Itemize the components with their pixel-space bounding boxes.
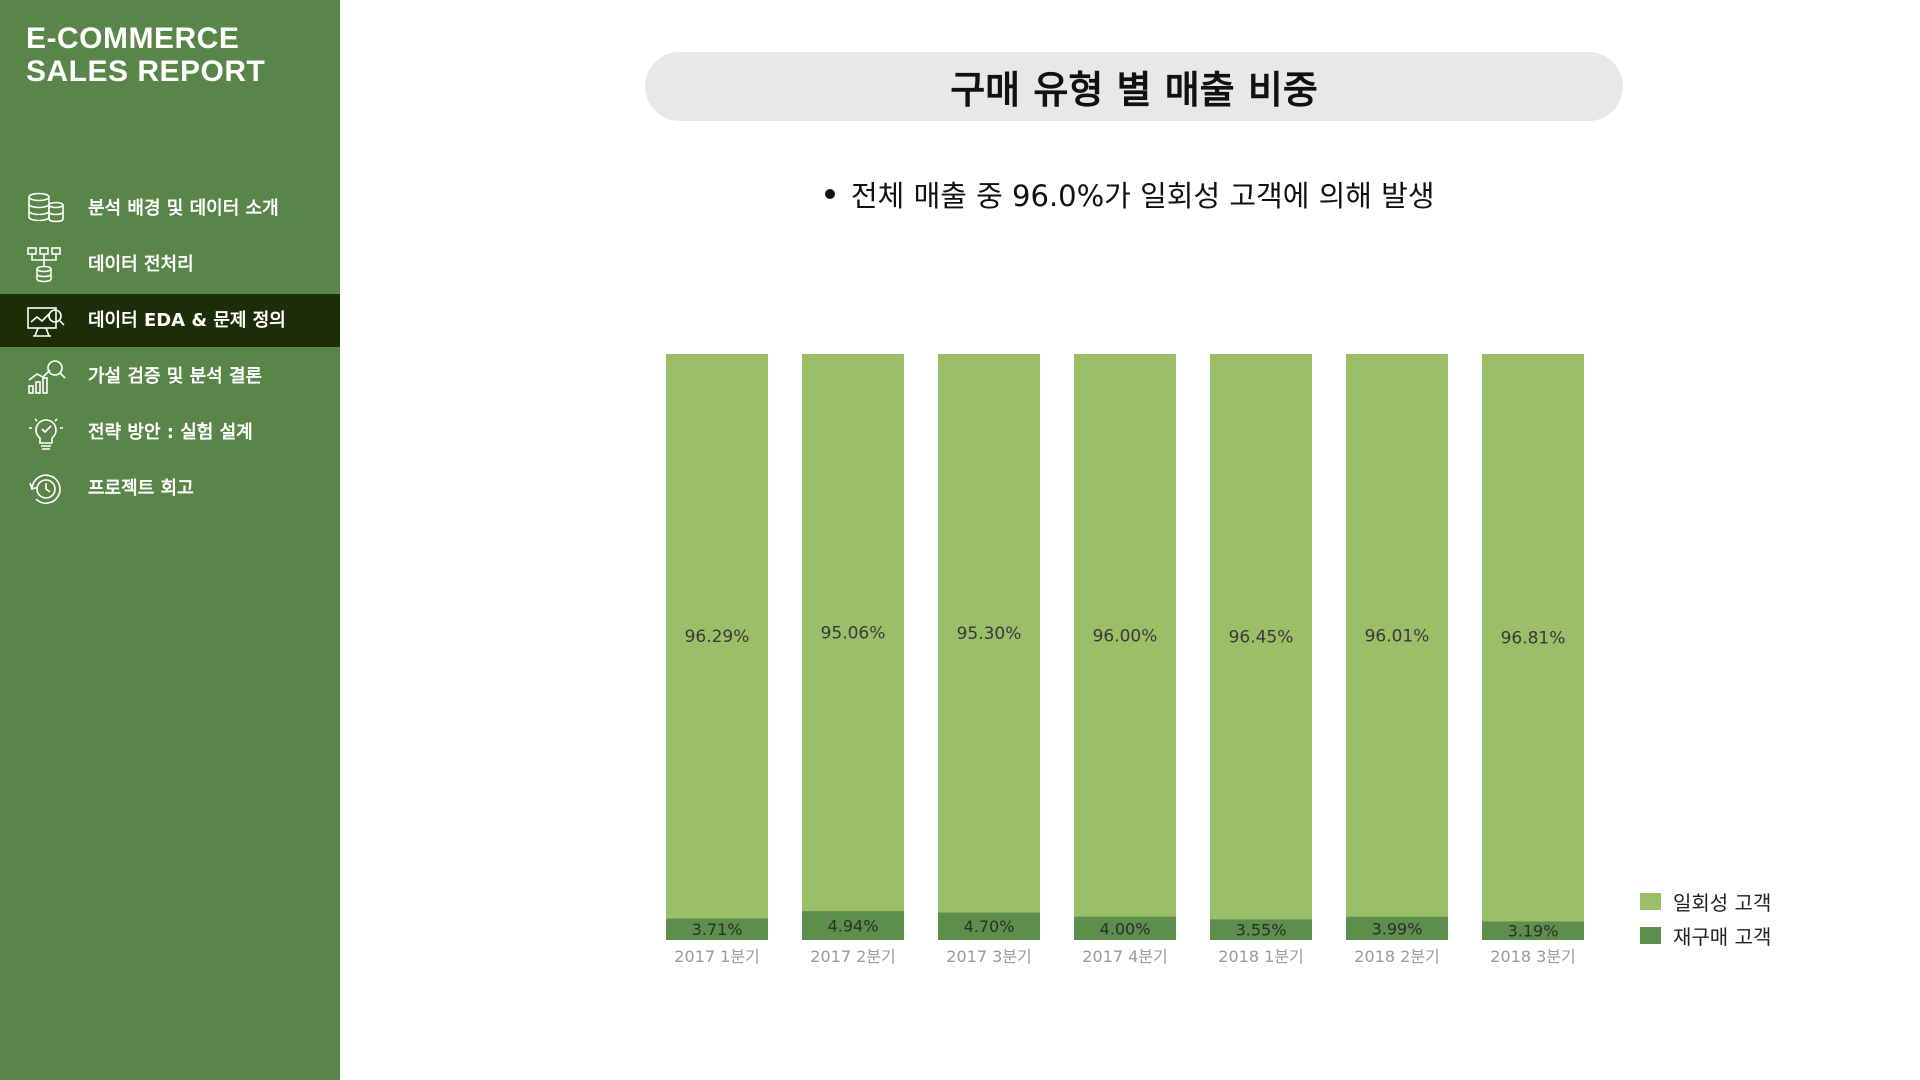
data-label-repeat: 3.99% [1372, 919, 1423, 938]
legend-item-one-time: 일회성 고객 [1640, 884, 1771, 918]
sidebar-item-retrospective[interactable]: 프로젝트 회고 [0, 462, 340, 515]
data-label-one-time: 96.81% [1501, 629, 1566, 649]
summary-bullet: 전체 매출 중 96.0%가 일회성 고객에 의해 발생 [825, 172, 1435, 216]
analytics-monitor-icon [26, 302, 66, 340]
legend-swatch-one-time [1640, 892, 1661, 910]
data-label-repeat: 3.55% [1236, 921, 1287, 940]
sidebar: E-COMMERCE SALES REPORT 분석 배경 및 데이터 소개 [0, 0, 340, 1080]
sidebar-item-strategy[interactable]: 전략 방안 : 실험 설계 [0, 406, 340, 459]
data-label-one-time: 96.01% [1365, 626, 1430, 646]
sidebar-item-background[interactable]: 분석 배경 및 데이터 소개 [0, 182, 340, 235]
bar-repeat [1210, 919, 1312, 940]
legend-item-repeat: 재구매 고객 [1640, 918, 1771, 952]
sidebar-item-label: 분석 배경 및 데이터 소개 [88, 198, 279, 219]
bar-repeat [1346, 916, 1448, 940]
legend-label: 재구매 고객 [1673, 924, 1772, 949]
data-label-one-time: 95.30% [957, 624, 1022, 644]
data-label-repeat: 3.71% [692, 920, 743, 939]
sidebar-nav: 분석 배경 및 데이터 소개 데이터 전처리 [0, 182, 340, 518]
bar-repeat [1074, 916, 1176, 940]
sidebar-item-label: 가설 검증 및 분석 결론 [88, 366, 263, 387]
data-merge-icon [26, 246, 66, 284]
database-stack-icon [26, 190, 66, 228]
bullet-dot [825, 189, 835, 199]
clock-cycle-icon [26, 470, 66, 508]
x-tick-label: 2018 1분기 [1218, 947, 1303, 966]
sidebar-item-eda[interactable]: 데이터 EDA & 문제 정의 [0, 294, 340, 347]
bar-repeat [666, 918, 768, 940]
data-label-one-time: 95.06% [821, 624, 886, 644]
bar-repeat [802, 911, 904, 940]
sidebar-item-preprocessing[interactable]: 데이터 전처리 [0, 238, 340, 291]
x-tick-label: 2017 4분기 [1082, 947, 1167, 966]
bar-one-time [938, 354, 1040, 913]
bar-repeat [938, 912, 1040, 940]
title-banner: 구매 유형 별 매출 비중 [645, 52, 1623, 121]
summary-text: 전체 매출 중 96.0%가 일회성 고객에 의해 발생 [851, 179, 1435, 213]
data-label-one-time: 96.00% [1093, 626, 1158, 646]
legend-label: 일회성 고객 [1673, 890, 1772, 915]
sidebar-item-label: 전략 방안 : 실험 설계 [88, 422, 253, 443]
sidebar-item-label: 데이터 전처리 [88, 254, 194, 275]
chart-search-icon [26, 358, 66, 396]
lightbulb-check-icon [26, 414, 66, 452]
x-tick-label: 2017 3분기 [946, 947, 1031, 966]
bar-one-time [1482, 354, 1584, 922]
sidebar-item-label: 프로젝트 회고 [88, 478, 194, 499]
data-label-one-time: 96.29% [685, 627, 750, 647]
legend-swatch-repeat [1640, 926, 1661, 944]
bar-one-time [802, 354, 904, 912]
data-label-repeat: 4.94% [828, 917, 879, 936]
x-tick-label: 2018 3분기 [1490, 947, 1575, 966]
data-label-repeat: 3.19% [1508, 922, 1559, 941]
sidebar-item-label: 데이터 EDA & 문제 정의 [88, 310, 286, 331]
sidebar-item-hypothesis[interactable]: 가설 검증 및 분석 결론 [0, 350, 340, 403]
x-tick-label: 2017 2분기 [810, 947, 895, 966]
brand-line-1: E-COMMERCE [26, 22, 240, 55]
bar-one-time [1074, 354, 1176, 917]
bar-one-time [1346, 354, 1448, 917]
chart-legend: 일회성 고객 재구매 고객 [1640, 884, 1771, 952]
data-label-repeat: 4.00% [1100, 919, 1151, 938]
data-label-repeat: 4.70% [964, 917, 1015, 936]
stacked-bar-chart: 96.29% 3.71% 2017 1분기 95.06% 4.94% 2017 2분기 95… [666, 354, 1584, 966]
data-label-one-time: 96.45% [1229, 628, 1294, 648]
bar-one-time [666, 354, 768, 919]
bar-repeat [1482, 921, 1584, 940]
x-tick-label: 2017 1분기 [674, 947, 759, 966]
x-tick-label: 2018 2분기 [1354, 947, 1439, 966]
brand-title: E-COMMERCE SALES REPORT [26, 22, 265, 88]
page-title: 구매 유형 별 매출 비중 [950, 68, 1318, 112]
bar-one-time [1210, 354, 1312, 920]
brand-line-2: SALES REPORT [26, 55, 266, 88]
